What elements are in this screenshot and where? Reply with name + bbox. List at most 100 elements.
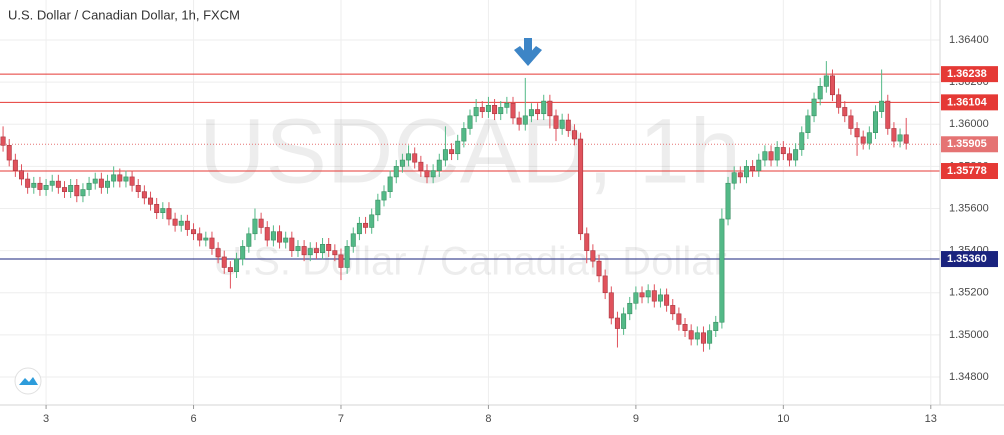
candle-body [510,102,516,119]
candle-body [633,292,639,304]
candle-body [381,191,387,201]
candle-body [879,100,885,112]
candle-body [621,313,627,329]
candle-body [338,254,344,268]
price-level-label: 1.35360 [947,253,987,265]
price-level-label: 1.36104 [947,96,988,108]
candle-body [596,260,602,277]
candle-body [848,115,854,129]
candle-body [307,248,313,256]
candle-body [356,222,362,235]
candle-body [682,324,688,331]
arrow-shaft [524,38,532,56]
candle-body [467,115,473,129]
candle-body [74,185,80,197]
candle-body [37,182,43,190]
candle-body [793,149,799,161]
candle-body [866,132,872,144]
candle-body [627,302,633,315]
logo[interactable] [14,367,42,395]
candle-body [492,105,498,115]
candle-body [0,136,6,146]
price-level-badge [941,136,998,153]
candle-body [842,107,848,117]
x-tick-label: 6 [190,413,196,425]
price-level-badge [941,94,998,111]
candle-body [80,189,86,197]
candle-body [657,294,663,302]
candle-body [768,151,774,161]
candle-body [737,172,743,178]
x-tick-label: 10 [777,413,789,425]
candle-body [455,140,461,155]
candle-body [535,109,541,115]
candle-body [565,119,571,131]
candle-body [430,170,436,178]
candle-body [639,292,645,298]
candle-body [277,231,283,243]
candle-body [350,233,356,247]
candle-body [774,147,780,161]
candle-body [547,100,553,117]
candle-body [406,153,412,161]
candle-body [571,130,577,140]
candle-body [55,180,61,188]
candle-body [823,75,829,87]
x-tick-label: 3 [43,413,49,425]
candle-body [473,107,479,117]
candle-body [731,172,737,184]
price-level-label: 1.35778 [947,165,987,177]
candle-body [805,115,811,133]
y-tick-label: 1.35600 [949,202,989,214]
candle-body [191,229,197,235]
x-tick-label: 13 [925,413,937,425]
candle-body [31,182,37,188]
candle-body [43,185,49,190]
candle-body [811,98,817,117]
candle-body [516,117,522,125]
candle-body [860,136,866,144]
candle-body [479,107,485,112]
candle-body [436,159,442,171]
candle-body [559,119,565,129]
candle-body [713,321,719,331]
candle-body [780,147,786,155]
candle-body [799,132,805,150]
candle-body [719,218,725,323]
candle-body [320,244,326,254]
candle-body [135,185,141,192]
candle-body [614,317,620,329]
price-level-label: 1.35905 [947,138,987,150]
candle-body [98,178,104,188]
x-tick-label: 7 [338,413,344,425]
candle-body [584,233,590,251]
y-tick-label: 1.34800 [949,371,989,383]
candle-body [246,233,252,247]
candle-body [412,153,418,163]
level-labels: 1.36238 1.36104 1.35905 1.35778 1.35360 [941,66,998,268]
candle-body [553,115,559,129]
candle-body [172,218,178,226]
candle-body [197,233,203,241]
candle-body [105,180,111,188]
candle-body [289,237,295,251]
arrow-head [514,46,542,66]
marker-arrow [514,38,542,66]
candle-body [449,149,455,155]
candle-body [897,134,903,142]
candle-body [528,109,534,117]
candle-body [234,258,240,272]
candle-body [700,332,706,344]
candle-body [264,227,270,241]
candle-body [670,305,676,315]
candle-body [676,313,682,325]
candle-body [92,178,98,184]
candle-body [166,208,172,220]
y-tick-label: 1.36000 [949,118,989,130]
candle-body [184,220,190,230]
chart-title: U.S. Dollar / Canadian Dollar, 1h, FXCM [8,7,240,22]
candle-body [240,246,246,260]
candle-body [590,250,596,262]
candle-body [418,161,424,171]
